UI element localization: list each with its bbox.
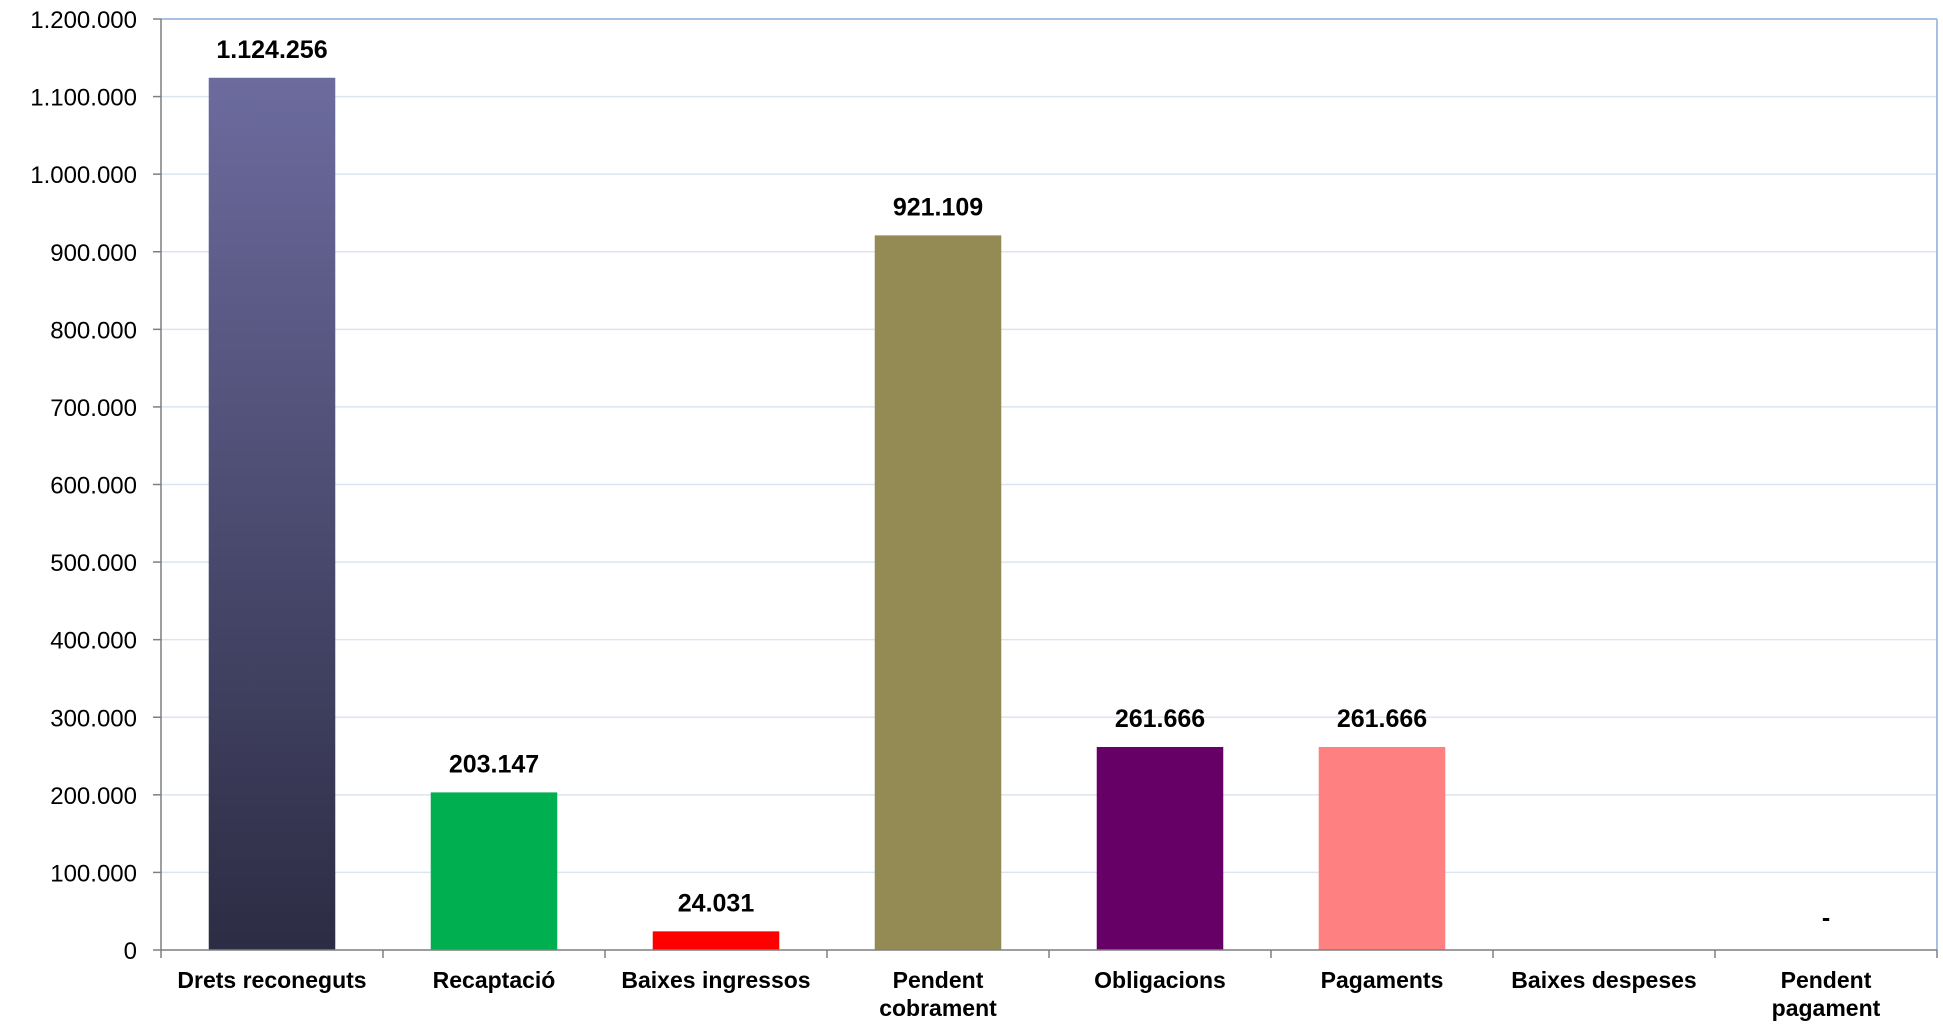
y-tick-label: 1.000.000 xyxy=(30,162,137,189)
x-tick-label: Recaptació xyxy=(433,967,556,993)
x-tick-label: Baixes despeses xyxy=(1511,967,1696,993)
y-tick-label: 300.000 xyxy=(50,705,137,732)
bar xyxy=(208,77,336,951)
data-label: 1.124.256 xyxy=(216,36,327,64)
y-tick-label: 100.000 xyxy=(50,860,137,887)
bars xyxy=(208,77,1446,951)
x-tick-label: cobrament xyxy=(879,995,997,1021)
bar xyxy=(874,235,1002,951)
bar xyxy=(1096,746,1224,950)
x-tick-label: pagament xyxy=(1772,995,1881,1021)
y-tick-label: 400.000 xyxy=(50,628,137,655)
x-tick-label: Drets reconeguts xyxy=(177,967,366,993)
data-label: 921.109 xyxy=(893,193,983,221)
y-tick-label: 800.000 xyxy=(50,317,137,344)
x-tick-label: Obligacions xyxy=(1094,967,1226,993)
x-tick-label: Pendent xyxy=(1781,967,1872,993)
data-label: 261.666 xyxy=(1337,705,1427,733)
bar xyxy=(1318,746,1446,950)
data-label: 203.147 xyxy=(449,750,539,778)
plot-frame xyxy=(161,18,1938,950)
y-tick-label: 500.000 xyxy=(50,550,137,577)
gridlines xyxy=(161,18,1937,874)
bar xyxy=(652,931,780,950)
y-tick-label: 200.000 xyxy=(50,783,137,810)
data-label: 24.031 xyxy=(678,889,755,917)
data-labels: 1.124.256 203.147 24.031 921.109 261.666 261.… xyxy=(216,36,1830,932)
y-tick-label: 1.200.000 xyxy=(30,7,137,34)
data-label: - xyxy=(1822,904,1830,932)
x-axis: Drets reconeguts Recaptació Baixes ingress… xyxy=(160,949,1938,1021)
data-label: 261.666 xyxy=(1115,705,1205,733)
x-tick-label: Pendent xyxy=(893,967,984,993)
bar xyxy=(430,792,558,950)
y-axis: 0 100.000 200.000 300.000 400.000 500.000 600.… xyxy=(30,7,162,965)
y-tick-label: 900.000 xyxy=(50,240,137,267)
y-tick-label: 700.000 xyxy=(50,395,137,422)
y-tick-label: 0 xyxy=(124,938,137,965)
y-tick-label: 1.100.000 xyxy=(30,85,137,112)
y-tick-label: 600.000 xyxy=(50,473,137,500)
x-tick-label: Pagaments xyxy=(1321,967,1444,993)
x-tick-label: Baixes ingressos xyxy=(621,967,810,993)
